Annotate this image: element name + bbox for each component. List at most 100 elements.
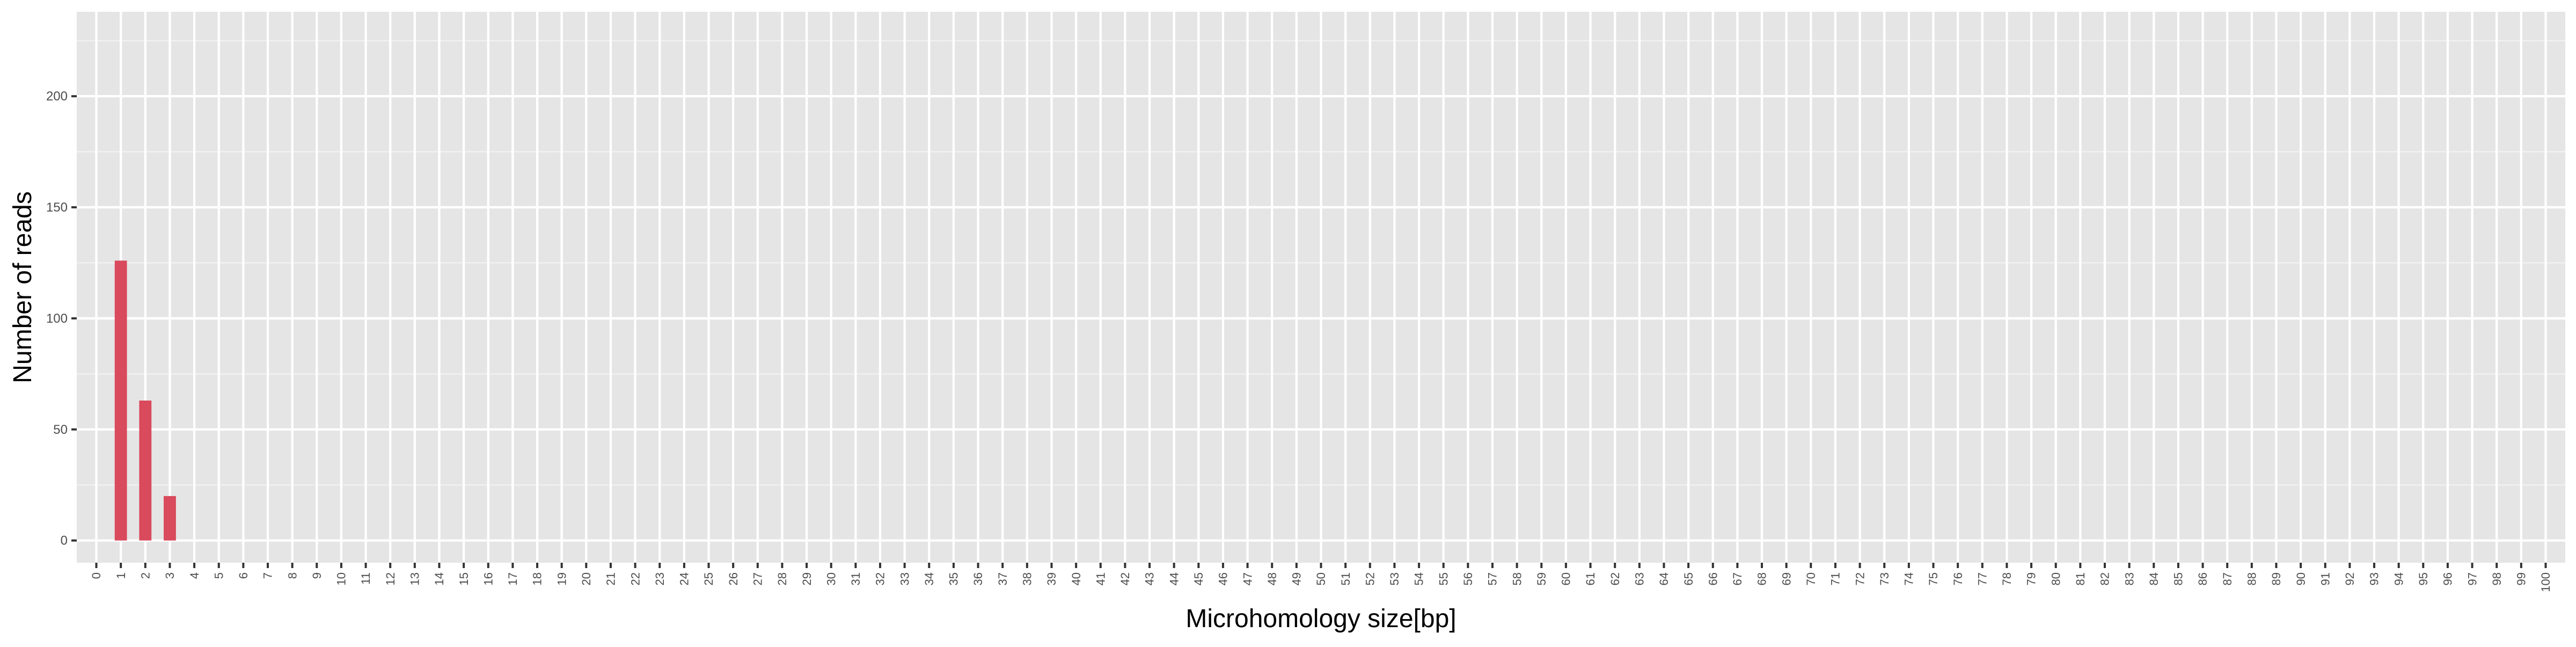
x-tick-label: 39 [1045, 572, 1058, 585]
x-tick-label: 97 [2465, 572, 2479, 585]
bar-3 [164, 496, 176, 541]
x-tick-label: 23 [653, 572, 667, 585]
x-tick-label: 3 [163, 572, 177, 579]
x-tick-label: 35 [947, 572, 961, 585]
major-gridlines [77, 12, 2565, 563]
x-tick-label: 20 [580, 572, 593, 585]
x-tick-label: 90 [2294, 572, 2308, 585]
x-tick-label: 96 [2441, 572, 2455, 585]
x-tick-label: 47 [1241, 572, 1254, 585]
x-tick-label: 43 [1143, 572, 1157, 585]
x-tick-label: 49 [1290, 572, 1304, 585]
x-tick-label: 6 [237, 572, 250, 579]
x-tick-label: 60 [1560, 572, 1573, 585]
y-axis: 0 50 100 150 200 [46, 89, 77, 548]
x-tick-label: 79 [2025, 572, 2038, 585]
bar-2 [139, 400, 152, 541]
x-tick-label: 86 [2196, 572, 2209, 585]
x-tick-label: 17 [506, 572, 519, 585]
x-tick-label: 50 [1314, 572, 1328, 585]
x-tick-label: 8 [286, 572, 299, 579]
x-tick-label: 75 [1927, 572, 1940, 585]
y-tick-label: 200 [46, 89, 68, 104]
y-tick-label: 0 [61, 534, 68, 548]
x-tick-label: 36 [971, 572, 985, 585]
x-tick-label: 30 [824, 572, 838, 585]
x-tick-label: 24 [678, 572, 691, 585]
x-tick-label: 46 [1217, 572, 1230, 585]
x-tick-label: 0 [90, 572, 103, 579]
x-tick-label: 18 [531, 572, 544, 585]
x-tick-label: 99 [2515, 572, 2528, 585]
x-tick-label: 85 [2172, 572, 2185, 585]
x-tick-label: 94 [2392, 572, 2405, 585]
x-tick-label: 57 [1486, 572, 1499, 585]
x-tick-label: 55 [1437, 572, 1450, 585]
x-tick-label: 25 [702, 572, 715, 585]
x-tick-label: 53 [1388, 572, 1401, 585]
x-tick-label: 72 [1853, 572, 1867, 585]
x-tick-label: 7 [261, 572, 275, 579]
x-tick-label: 27 [751, 572, 764, 585]
x-tick-label: 93 [2368, 572, 2381, 585]
x-tick-label: 61 [1584, 572, 1597, 585]
x-tick-label: 41 [1094, 572, 1107, 585]
x-tick-label: 82 [2098, 572, 2112, 585]
x-tick-label: 9 [310, 572, 324, 579]
x-tick-label: 26 [727, 572, 740, 585]
x-tick-label: 89 [2270, 572, 2283, 585]
y-tick-label: 150 [46, 200, 68, 215]
x-tick-label: 33 [898, 572, 911, 585]
x-tick-label: 21 [604, 572, 618, 585]
x-tick-label: 5 [212, 572, 225, 579]
x-axis-title: Microhomology size[bp] [1185, 605, 1456, 633]
x-tick-label: 40 [1070, 572, 1083, 585]
x-tick-label: 84 [2147, 572, 2161, 585]
x-tick-label: 48 [1265, 572, 1279, 585]
x-tick-label: 76 [1951, 572, 1965, 585]
x-tick-label: 44 [1167, 572, 1181, 585]
x-tick-label: 12 [384, 572, 397, 585]
x-tick-label: 22 [628, 572, 642, 585]
x-tick-label: 42 [1118, 572, 1132, 585]
x-tick-label: 73 [1878, 572, 1891, 585]
x-tick-label: 14 [433, 572, 446, 585]
y-tick-label: 100 [46, 311, 68, 326]
x-tick-label: 4 [188, 572, 201, 579]
x-tick-label: 70 [1804, 572, 1818, 585]
x-tick-label: 34 [923, 572, 936, 585]
x-tick-label: 69 [1780, 572, 1793, 585]
x-tick-label: 58 [1510, 572, 1524, 585]
x-tick-label: 92 [2343, 572, 2357, 585]
x-tick-label: 80 [2049, 572, 2062, 585]
x-tick-label: 98 [2490, 572, 2504, 585]
x-tick-label: 19 [555, 572, 568, 585]
x-tick-label: 63 [1633, 572, 1646, 585]
x-tick-label: 81 [2074, 572, 2087, 585]
x-tick-label: 56 [1461, 572, 1475, 585]
x-axis: 0 1 2 3 4 5 6 7 8 9 10 11 12 13 14 15 16 17 18 19 20 21 22 23 24… [90, 563, 2552, 592]
x-tick-label: 10 [335, 572, 348, 585]
y-axis-title: Number of reads [9, 191, 37, 383]
x-tick-label: 68 [1755, 572, 1769, 585]
x-tick-label: 64 [1657, 572, 1671, 585]
x-tick-label: 74 [1902, 572, 1916, 585]
x-tick-label: 2 [138, 572, 152, 579]
x-tick-label: 66 [1706, 572, 1719, 585]
x-tick-label: 65 [1682, 572, 1695, 585]
x-tick-label: 78 [2000, 572, 2014, 585]
x-tick-label: 83 [2123, 572, 2136, 585]
x-tick-label: 51 [1339, 572, 1352, 585]
x-tick-label: 13 [408, 572, 422, 585]
bars [114, 260, 176, 541]
x-tick-label: 77 [1975, 572, 1989, 585]
x-tick-label: 62 [1608, 572, 1622, 585]
x-tick-label: 31 [849, 572, 862, 585]
x-tick-label: 67 [1731, 572, 1744, 585]
x-tick-label: 15 [457, 572, 471, 585]
x-tick-label: 32 [874, 572, 887, 585]
x-tick-label: 54 [1413, 572, 1426, 585]
x-tick-label: 11 [359, 572, 372, 585]
x-tick-label: 1 [114, 572, 128, 579]
